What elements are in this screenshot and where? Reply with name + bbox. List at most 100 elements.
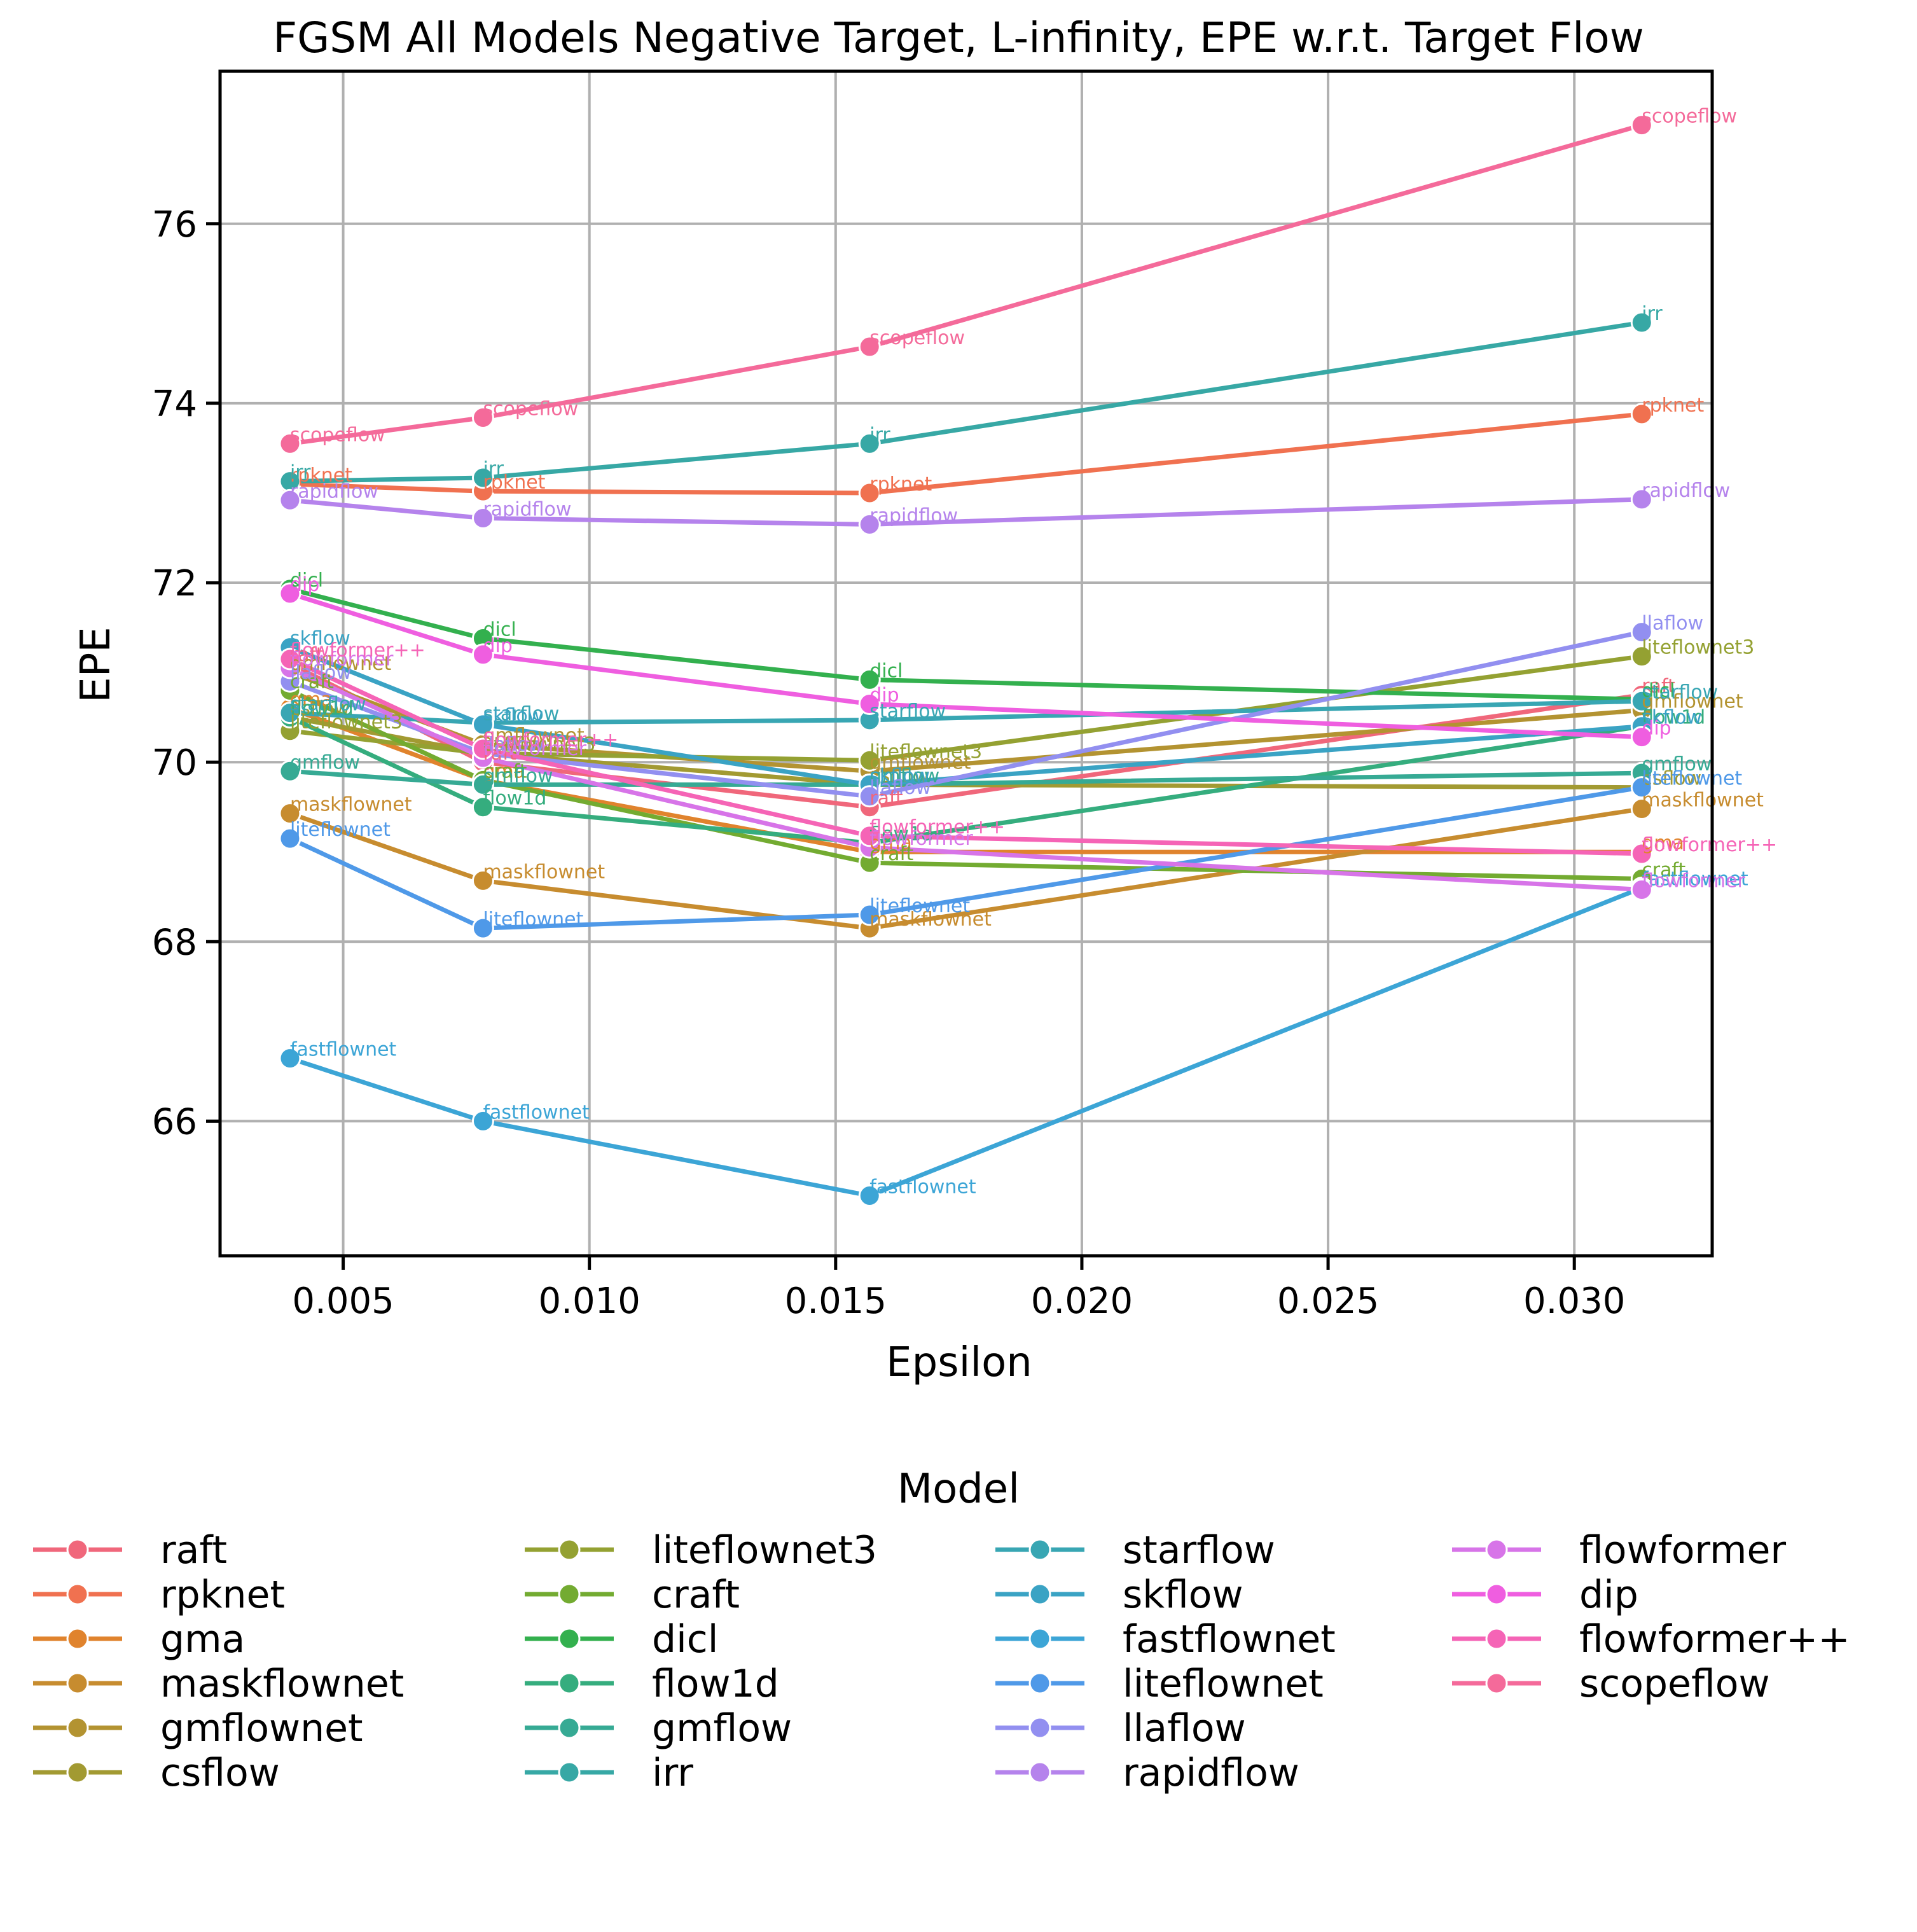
point-label: dip xyxy=(290,574,319,596)
x-tick-label: 0.010 xyxy=(539,1281,640,1322)
data-point xyxy=(858,692,881,715)
point-label: dicl xyxy=(1642,679,1675,702)
legend-item-flowformerplusplus: flowformer++ xyxy=(1452,1617,1850,1662)
legend-label: flowformer++ xyxy=(1579,1617,1850,1662)
point-label: rpknet xyxy=(483,471,545,494)
data-point xyxy=(1630,488,1653,511)
point-label: liteflownet xyxy=(1642,768,1742,790)
point-label: scopeflow xyxy=(1642,106,1737,128)
data-point xyxy=(858,824,881,847)
point-label: fastflownet xyxy=(869,1176,976,1198)
point-label: dip xyxy=(483,635,512,657)
legend-marker xyxy=(66,1583,89,1606)
point-label: dicl xyxy=(290,569,323,592)
legend-label: gma xyxy=(160,1617,245,1662)
legend-marker xyxy=(1028,1538,1051,1561)
data-point xyxy=(471,917,494,940)
point-label: rpknet xyxy=(1642,394,1704,417)
point-label: rapidflow xyxy=(869,504,958,527)
legend-item-flow1d: flow1d xyxy=(525,1662,779,1706)
data-point xyxy=(471,796,494,819)
data-point xyxy=(858,335,881,358)
point-label: maskflownet xyxy=(290,794,412,816)
data-point xyxy=(471,869,494,892)
data-point xyxy=(1630,690,1653,712)
point-label: rpknet xyxy=(869,473,932,496)
point-label: raft xyxy=(869,788,903,810)
series-line xyxy=(287,715,1644,845)
legend-item-llaflow: llaflow xyxy=(995,1706,1246,1751)
series-skflow xyxy=(279,636,1653,796)
legend-marker xyxy=(66,1672,89,1695)
point-label: fastflownet xyxy=(1642,868,1748,891)
series-line xyxy=(287,412,1644,496)
legend-item-rapidflow: rapidflow xyxy=(995,1751,1299,1795)
legend-label: flow1d xyxy=(652,1662,779,1706)
legend-item-fastflownet: fastflownet xyxy=(995,1617,1336,1662)
series-line xyxy=(287,785,1644,931)
legend-item-liteflownet3: liteflownet3 xyxy=(525,1528,877,1573)
axis-ticks: 0.005 0.010 0.015 0.020 0.025 0.030 66 68 70 72 74… xyxy=(152,204,1626,1322)
point-label: gmflow xyxy=(483,765,553,787)
legend-label: dicl xyxy=(652,1617,718,1662)
point-label: gmflow xyxy=(1642,753,1712,775)
point-label: flowformer xyxy=(483,738,586,760)
data-point xyxy=(858,1184,881,1207)
point-label: flowformer xyxy=(869,828,973,850)
legend-label: flowformer xyxy=(1579,1528,1786,1573)
point-label: rapidflow xyxy=(483,498,571,520)
legend-item-gmflownet: gmflownet xyxy=(33,1706,363,1751)
data-point xyxy=(1630,403,1653,426)
point-label: dicl xyxy=(483,619,516,641)
legend-label: fastflownet xyxy=(1123,1617,1336,1662)
legend-marker xyxy=(1028,1583,1051,1606)
legend-marker xyxy=(66,1761,89,1784)
legend-label: rapidflow xyxy=(1123,1751,1299,1795)
y-tick-label: 72 xyxy=(152,563,197,604)
legend-marker xyxy=(1028,1627,1051,1650)
point-label: dip xyxy=(1642,718,1671,740)
point-label: gma xyxy=(1642,832,1684,854)
series-line xyxy=(287,587,1644,702)
point-label: fastflownet xyxy=(483,1101,590,1123)
point-label: gmflownet xyxy=(1642,690,1743,712)
legend-label: maskflownet xyxy=(160,1662,404,1706)
legend-marker xyxy=(558,1672,581,1695)
point-label: flowformer++ xyxy=(483,729,618,751)
legend-marker xyxy=(558,1538,581,1561)
legend-item-dip: dip xyxy=(1452,1573,1638,1617)
point-label: liteflownet3 xyxy=(869,740,982,763)
legend-label: rpknet xyxy=(160,1573,285,1617)
legend-marker xyxy=(1028,1672,1051,1695)
data-point xyxy=(471,406,494,429)
point-label: llaflow xyxy=(483,733,544,756)
series-line xyxy=(287,886,1644,1198)
x-tick-label: 0.025 xyxy=(1277,1281,1379,1322)
point-label: dip xyxy=(869,684,899,706)
point-label: gmflownet xyxy=(869,751,971,774)
point-label: gmflownet xyxy=(483,725,585,747)
y-tick-label: 70 xyxy=(152,742,197,784)
point-label: rpknet xyxy=(290,464,352,487)
data-point xyxy=(279,489,301,511)
legend-marker xyxy=(558,1583,581,1606)
point-label: maskflownet xyxy=(869,908,992,931)
legend-item-irr: irr xyxy=(525,1751,693,1795)
point-label: maskflownet xyxy=(483,861,605,883)
series-rapidflow xyxy=(279,488,1653,536)
legend-item-skflow: skflow xyxy=(995,1573,1243,1617)
data-point xyxy=(858,903,881,926)
point-label: flowformer xyxy=(1642,870,1745,892)
data-point xyxy=(1630,798,1653,821)
point-label: flowformer++ xyxy=(290,639,426,662)
series-line xyxy=(287,591,1644,740)
legend-item-dicl: dicl xyxy=(525,1617,718,1662)
data-point xyxy=(858,749,881,772)
point-label: gmflow xyxy=(869,765,939,787)
point-label: raft xyxy=(290,644,324,666)
point-label: starflow xyxy=(290,693,366,716)
data-point xyxy=(279,802,301,825)
point-label: rapidflow xyxy=(290,480,378,503)
point-label: liteflownet3 xyxy=(1642,637,1754,659)
